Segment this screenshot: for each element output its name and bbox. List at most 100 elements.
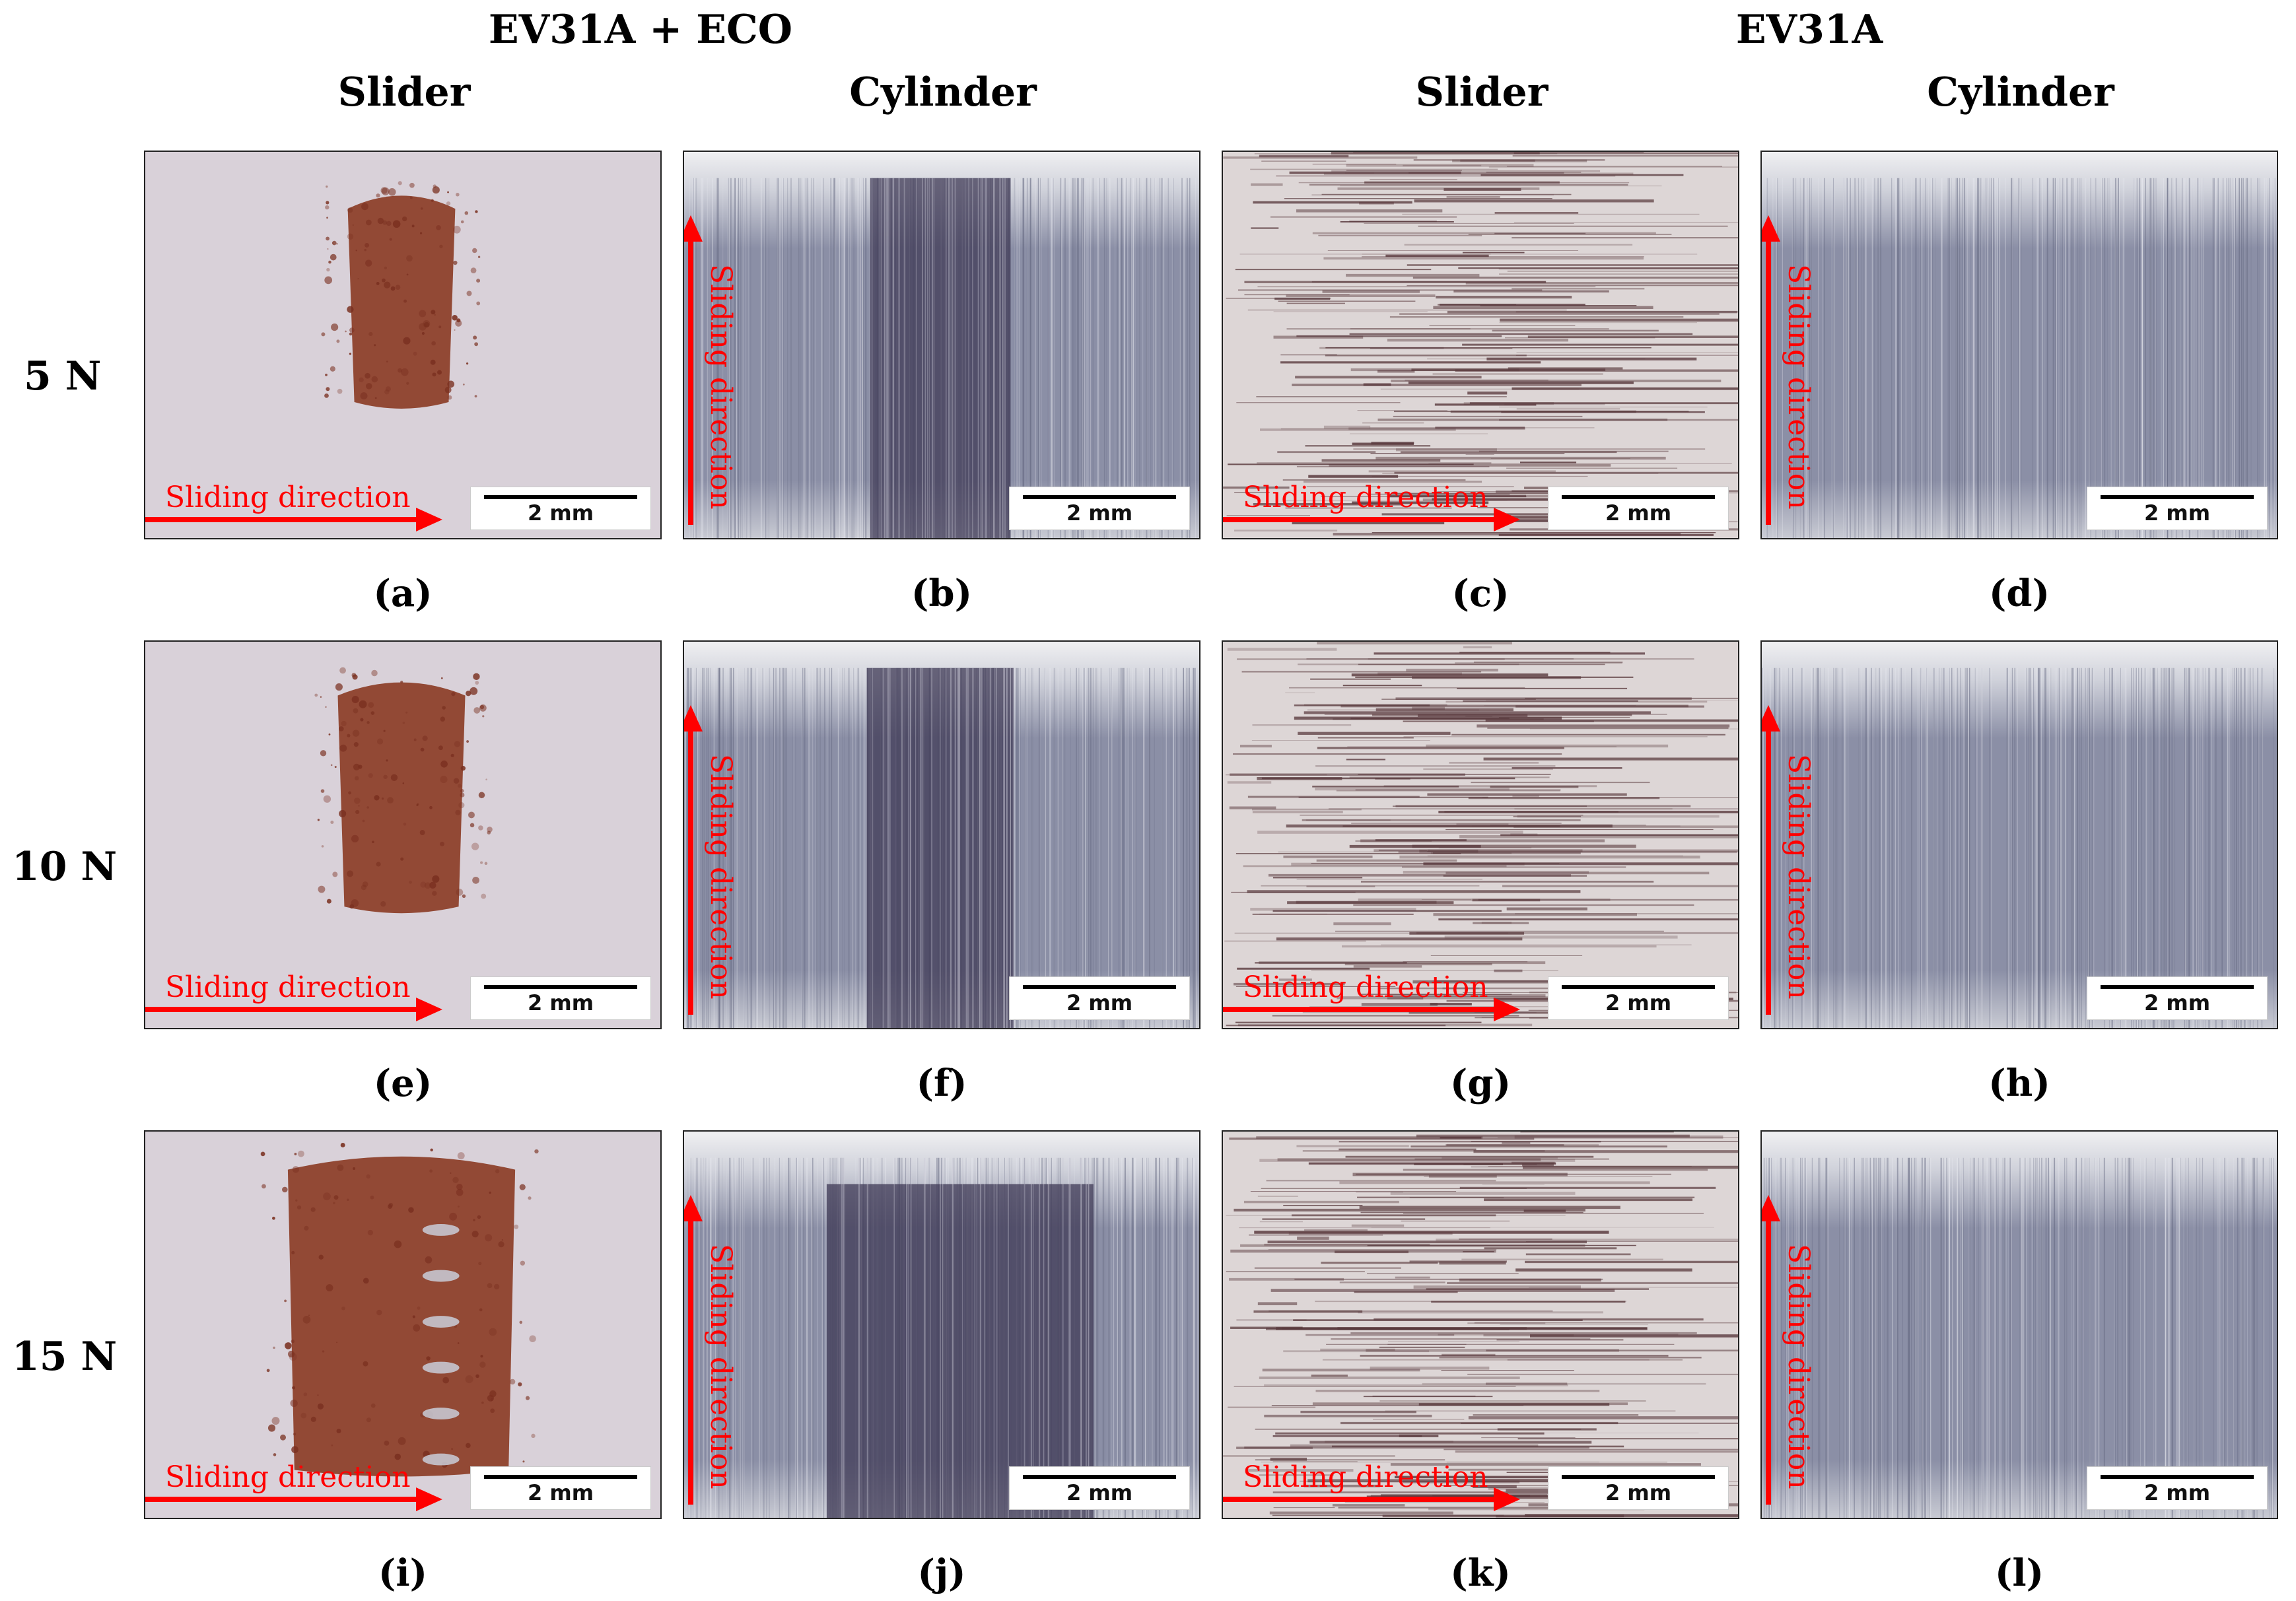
panel-caption: (d) [1988,572,2050,615]
scale-bar-line [2101,495,2254,499]
sliding-direction-label: Sliding direction [704,1244,738,1489]
sliding-direction-label: Sliding direction [1782,754,1815,1000]
scale-bar: 2 mm [1548,976,1729,1020]
panel-caption: (e) [373,1062,433,1105]
scale-bar-label: 2 mm [1066,1480,1133,1505]
panel-caption: (i) [378,1551,428,1595]
column-title-cylinder-base: Cylinder [1927,69,2114,116]
scale-bar-line [484,985,637,989]
arrow-head [416,508,442,531]
arrow-head [1494,508,1520,531]
scale-bar-line [2101,1475,2254,1479]
column-title-cylinder-eco: Cylinder [849,69,1037,116]
scale-bar-line [1023,495,1176,499]
scale-bar-line [1562,495,1715,499]
scale-bar: 2 mm [1009,1466,1190,1510]
scale-bar: 2 mm [1009,976,1190,1020]
panel-caption: (g) [1449,1062,1512,1105]
scale-bar-line [1562,985,1715,989]
scale-bar-label: 2 mm [1605,1480,1672,1505]
sliding-direction-arrow: Sliding direction [145,1458,442,1511]
scale-bar-line [1562,1475,1715,1479]
arrow-head [1762,705,1780,732]
arrow-shaft [145,1007,423,1012]
arrow-shaft [688,1217,693,1505]
scale-bar-label: 2 mm [1605,990,1672,1015]
micrograph-panel: Sliding direction 2 mm [683,640,1200,1029]
micrograph-panel: Sliding direction 2 mm [1222,1130,1739,1519]
scale-bar: 2 mm [470,487,651,530]
sliding-direction-label: Sliding direction [165,481,411,514]
row-label-5n: 5 N [24,353,102,399]
sliding-direction-label: Sliding direction [704,754,738,1000]
sliding-direction-arrow: Sliding direction [1223,969,1520,1021]
sliding-direction-arrow: Sliding direction [1762,152,1841,538]
scale-bar: 2 mm [1548,487,1729,530]
panel-caption: (b) [911,572,973,615]
arrow-head [1494,1487,1520,1511]
arrow-shaft [145,1497,423,1502]
micrograph-panel: Sliding direction 2 mm [144,1130,662,1519]
group-title-eco: EV31A + ECO [488,7,793,53]
panel-caption: (h) [1988,1062,2050,1105]
scale-bar-label: 2 mm [2143,500,2211,526]
micrograph-panel: Sliding direction 2 mm [1222,640,1739,1029]
scale-bar: 2 mm [2087,487,2268,530]
scale-bar-label: 2 mm [527,990,594,1015]
panel-caption: (l) [1994,1551,2044,1595]
scale-bar: 2 mm [2087,976,2268,1020]
scale-bar-line [2101,985,2254,989]
micrograph-panel: Sliding direction 2 mm [1760,640,2278,1029]
scale-bar: 2 mm [1548,1466,1729,1510]
sliding-direction-label: Sliding direction [1782,1244,1815,1489]
arrow-head [1494,998,1520,1021]
scale-bar-line [1023,985,1176,989]
sliding-direction-label: Sliding direction [1782,264,1815,510]
panel-caption: (j) [917,1551,966,1595]
panel-caption: (c) [1451,572,1510,615]
row-label-10n: 10 N [12,844,118,890]
scale-bar-label: 2 mm [2143,1480,2211,1505]
row-label-15n: 15 N [12,1334,118,1380]
sliding-direction-label: Sliding direction [704,264,738,510]
sliding-direction-arrow: Sliding direction [1762,642,1841,1028]
micrograph-panel: Sliding direction 2 mm [683,1130,1200,1519]
scale-bar: 2 mm [1009,487,1190,530]
sliding-direction-arrow: Sliding direction [684,1132,763,1518]
arrow-shaft [1223,1007,1500,1012]
arrow-head [416,998,442,1021]
scale-bar-label: 2 mm [1066,990,1133,1015]
arrow-head [416,1487,442,1511]
arrow-shaft [1766,1217,1771,1505]
arrow-shaft [1766,238,1771,525]
sliding-direction-arrow: Sliding direction [684,152,763,538]
sliding-direction-arrow: Sliding direction [145,479,442,531]
sliding-direction-label: Sliding direction [1243,1460,1488,1494]
micrograph-panel: Sliding direction 2 mm [144,640,662,1029]
scale-bar-label: 2 mm [1605,500,1672,526]
scale-bar-label: 2 mm [527,500,594,526]
group-title-base: EV31A [1735,7,1883,53]
sliding-direction-label: Sliding direction [1243,481,1488,514]
micrograph-panel: Sliding direction 2 mm [1760,151,2278,539]
arrow-shaft [688,728,693,1015]
scale-bar-label: 2 mm [527,1480,594,1505]
micrograph-panel: Sliding direction 2 mm [1760,1130,2278,1519]
scale-bar-label: 2 mm [2143,990,2211,1015]
arrow-head [684,1195,703,1221]
panel-caption: (k) [1450,1551,1511,1595]
sliding-direction-arrow: Sliding direction [684,642,763,1028]
column-title-slider-base: Slider [1415,69,1548,116]
sliding-direction-arrow: Sliding direction [1762,1132,1841,1518]
scale-bar-line [484,1475,637,1479]
scale-bar: 2 mm [470,976,651,1020]
arrow-head [684,215,703,242]
scale-bar: 2 mm [470,1466,651,1510]
arrow-head [684,705,703,732]
sliding-direction-label: Sliding direction [165,1460,411,1494]
arrow-shaft [145,517,423,522]
arrow-shaft [1223,517,1500,522]
arrow-shaft [1766,728,1771,1015]
panel-caption: (f) [916,1062,967,1105]
arrow-shaft [1223,1497,1500,1502]
